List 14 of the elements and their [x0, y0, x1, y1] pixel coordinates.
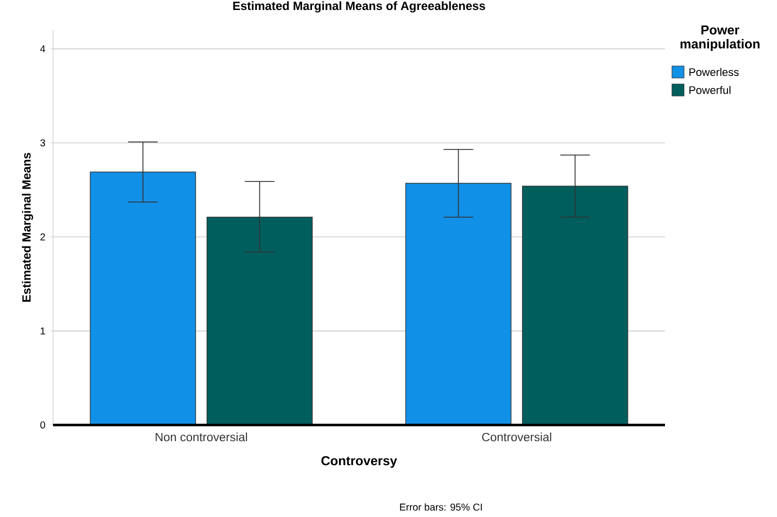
y-tick-label: 1: [40, 328, 46, 334]
x-axis-title: Controversy: [321, 456, 398, 468]
legend-label: Powerless: [689, 68, 739, 76]
y-axis-title: Estimated Marginal Means: [22, 152, 34, 302]
legend-title: Power manipulation: [680, 26, 760, 52]
x-tick-label: Controversial: [482, 432, 552, 442]
text: Error bars: 95% CI: [400, 503, 482, 511]
legend-label: Powerful: [689, 86, 730, 94]
x-tick-label: Non controversial: [156, 432, 247, 442]
y-tick-label: 0: [40, 421, 46, 429]
chart-title: Estimated Marginal Means of Agreeableness: [233, 1, 486, 12]
y-tick-label: 4: [40, 45, 46, 52]
y-tick-label: 2: [40, 233, 45, 240]
y-tick-label: 3: [40, 139, 46, 146]
